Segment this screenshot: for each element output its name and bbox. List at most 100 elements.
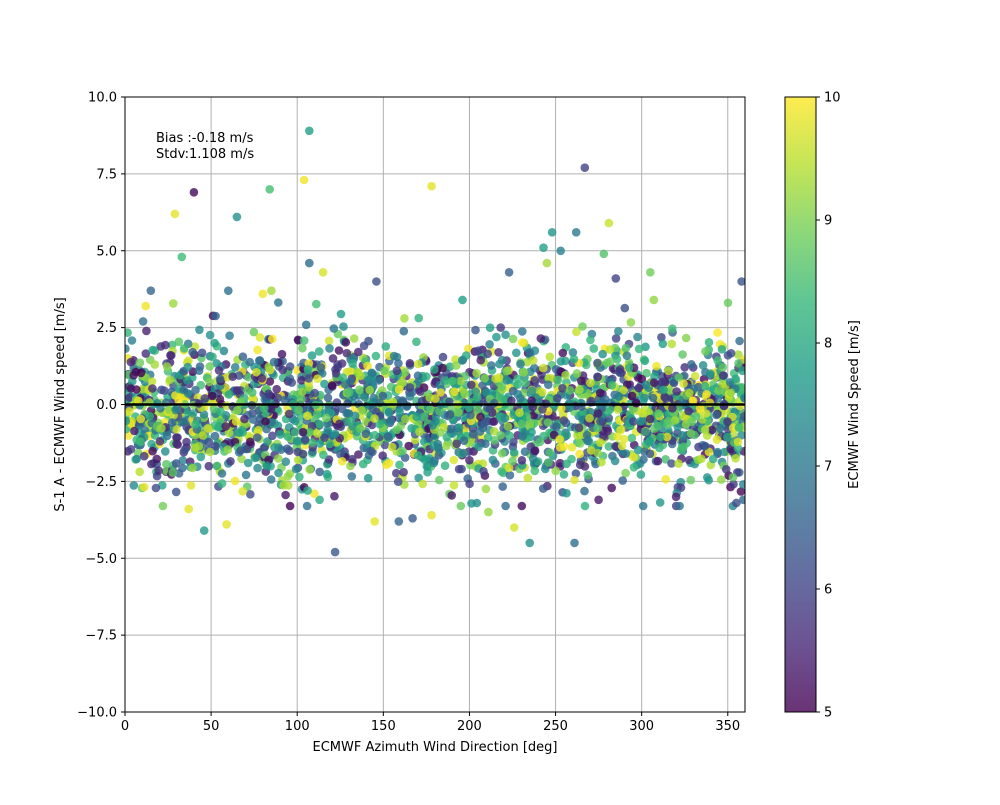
scatter-point <box>334 346 344 355</box>
scatter-point <box>632 398 641 408</box>
scatter-point <box>208 352 217 362</box>
scatter-point <box>527 427 536 437</box>
colorbar-tick-label: 7 <box>824 460 832 475</box>
scatter-point <box>438 352 448 362</box>
scatter-point <box>641 380 651 390</box>
scatter-point <box>205 330 215 340</box>
scatter-point <box>578 322 587 331</box>
scatter-point <box>191 443 200 453</box>
colorbar-ticks: 5 6 7 8 9 10 <box>816 91 841 721</box>
scatter-point <box>536 334 546 343</box>
scatter-point <box>354 450 363 459</box>
scatter-point <box>162 362 172 371</box>
y-tick-label: −5.0 <box>85 552 117 567</box>
scatter-point <box>196 452 206 462</box>
scatter-point <box>126 384 136 393</box>
scatter-point <box>367 368 377 378</box>
scatter-point <box>467 499 476 508</box>
scatter-point <box>274 468 283 478</box>
scatter-point <box>363 473 373 483</box>
scatter-point <box>130 426 139 436</box>
scatter-point <box>568 348 578 357</box>
scatter-point <box>183 376 192 385</box>
scatter-point <box>441 376 450 385</box>
scatter-point <box>398 446 407 456</box>
scatter-point <box>298 343 307 353</box>
scatter-point <box>519 368 529 377</box>
scatter-point <box>240 414 249 424</box>
scatter-point <box>489 417 499 426</box>
scatter-point <box>552 422 561 432</box>
scatter-point <box>530 363 539 373</box>
scatter-point <box>125 431 133 440</box>
scatter-point <box>171 459 181 468</box>
scatter-point <box>617 441 627 451</box>
scatter-point <box>575 449 584 459</box>
scatter-point <box>593 423 603 433</box>
scatter-point <box>135 467 144 477</box>
scatter-point <box>650 372 659 381</box>
scatter-point <box>162 459 171 469</box>
scatter-point <box>734 359 743 368</box>
scatter-point <box>365 385 375 395</box>
scatter-point <box>738 366 745 376</box>
scatter-point <box>188 463 197 473</box>
scatter-point <box>543 418 553 427</box>
scatter-point <box>172 439 181 448</box>
scatter-point <box>293 447 303 457</box>
scatter-point <box>621 468 630 478</box>
scatter-point <box>712 410 721 420</box>
scatter-point <box>177 252 187 262</box>
scatter-point <box>210 338 219 348</box>
scatter-point <box>136 368 146 378</box>
scatter-point <box>670 416 680 425</box>
scatter-point <box>324 336 334 346</box>
scatter-point <box>513 389 523 399</box>
scatter-point <box>290 427 300 437</box>
scatter-point <box>654 409 663 418</box>
scatter-point <box>375 419 384 429</box>
scatter-point <box>316 363 326 372</box>
scatter-point <box>210 431 220 441</box>
scatter-point <box>195 325 204 335</box>
scatter-point <box>656 432 665 442</box>
scatter-point <box>739 495 745 505</box>
scatter-point <box>378 451 388 461</box>
scatter-point <box>702 390 711 399</box>
scatter-point <box>266 404 276 414</box>
x-axis-label: ECMWF Azimuth Wind Direction [deg] <box>313 740 558 755</box>
scatter-point <box>399 467 408 477</box>
scatter-point <box>580 163 590 172</box>
scatter-point <box>374 376 383 385</box>
scatter-point <box>191 385 200 395</box>
scatter-point <box>203 424 213 433</box>
scatter-point <box>586 378 595 388</box>
scatter-point <box>419 412 429 421</box>
y-axis-label: S-1 A - ECMWF Wind speed [m/s] <box>53 297 68 511</box>
scatter-point <box>565 385 575 395</box>
scatter-point <box>384 407 394 417</box>
scatter-point <box>556 357 566 366</box>
x-tick-label: 200 <box>457 719 482 734</box>
scatter-point <box>147 459 156 469</box>
scatter-point <box>323 393 333 403</box>
scatter-point <box>498 482 508 491</box>
scatter-point <box>244 372 253 382</box>
scatter-point <box>553 375 563 385</box>
scatter-point <box>517 338 527 347</box>
scatter-point <box>502 376 512 385</box>
scatter-point <box>508 334 518 344</box>
scatter-point <box>708 454 718 464</box>
scatter-point <box>395 407 404 417</box>
scatter-point <box>174 337 184 347</box>
scatter-point <box>346 416 356 426</box>
scatter-point <box>604 442 614 451</box>
scatter-point <box>499 468 508 478</box>
scatter-point <box>329 324 339 333</box>
scatter-point <box>319 450 328 460</box>
scatter-point <box>525 538 534 548</box>
scatter-point <box>614 392 624 401</box>
scatter-point <box>561 418 571 428</box>
scatter-point <box>267 286 276 296</box>
